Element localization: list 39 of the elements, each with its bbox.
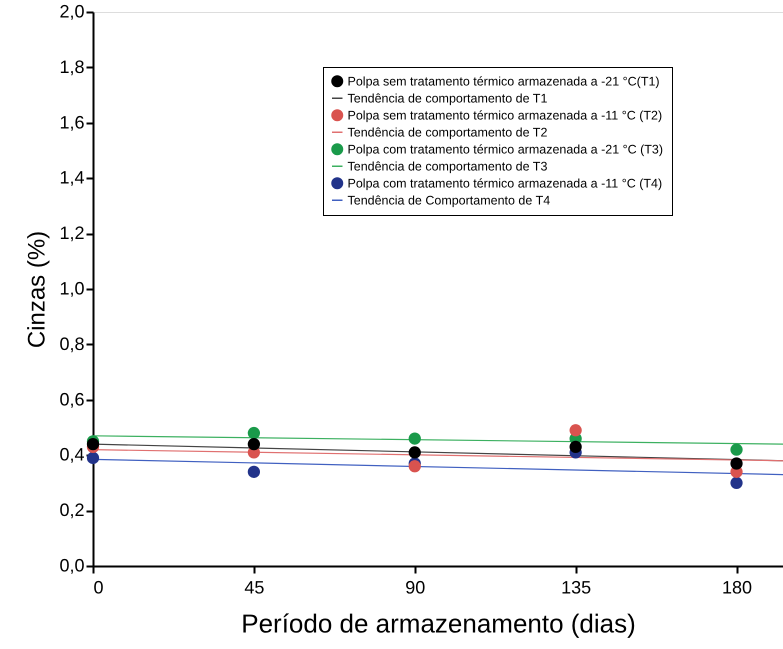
x-axis-title: Período de armazenamento (dias): [241, 608, 636, 638]
y-tick-label: 0,4: [59, 444, 84, 465]
y-tick-label: 1,6: [59, 112, 84, 132]
y-tick-label: 0,2: [59, 500, 84, 520]
y-tick-label: 1,8: [59, 56, 84, 77]
y-tick-label: 1,0: [59, 278, 84, 298]
y-tick-label: 1,2: [59, 223, 84, 244]
x-tick-label: 135: [561, 578, 592, 598]
point: [730, 444, 743, 456]
legend-label: Polpa com tratamento térmico armazenada a -11 °C (T4): [348, 176, 662, 190]
legend-label: Tendência de comportamento de T2: [348, 125, 548, 140]
y-tick-label: 0,6: [59, 389, 84, 410]
x-tick-label: 0: [94, 578, 104, 598]
point: [86, 438, 100, 450]
point: [570, 440, 582, 453]
y-tick-label: 2,0: [59, 2, 84, 22]
point: [248, 426, 260, 440]
point: [248, 438, 260, 450]
point: [730, 476, 743, 490]
x-tick-label: 90: [405, 578, 426, 598]
legend-label: Tendência de comportamento de T1: [348, 91, 548, 106]
y-tick-label: 0,8: [59, 334, 84, 354]
legend-label: Polpa sem tratamento térmico armazenada a -21 °C(T1): [348, 74, 660, 88]
legend-label: Tendência de comportamento de T3: [348, 159, 548, 174]
point: [408, 432, 421, 445]
y-tick-label: 0,0: [59, 556, 84, 576]
legend-label: Polpa sem tratamento térmico armazenada a -11 °C (T2): [348, 108, 662, 122]
point: [86, 452, 100, 464]
legend-label: Polpa com tratamento térmico armazenada a -21 °C (T3): [348, 142, 664, 156]
point: [730, 457, 743, 470]
y-tick-label: 1,4: [59, 168, 84, 188]
x-tick-label: 180: [722, 578, 752, 598]
point: [248, 466, 260, 478]
y-axis-title: Cinzas (%): [23, 230, 50, 348]
legend-label: Tendência de Comportamento de T4: [348, 193, 550, 208]
point: [408, 460, 421, 472]
point: [408, 446, 421, 459]
x-tick-label: 45: [244, 578, 264, 598]
point: [570, 424, 582, 436]
